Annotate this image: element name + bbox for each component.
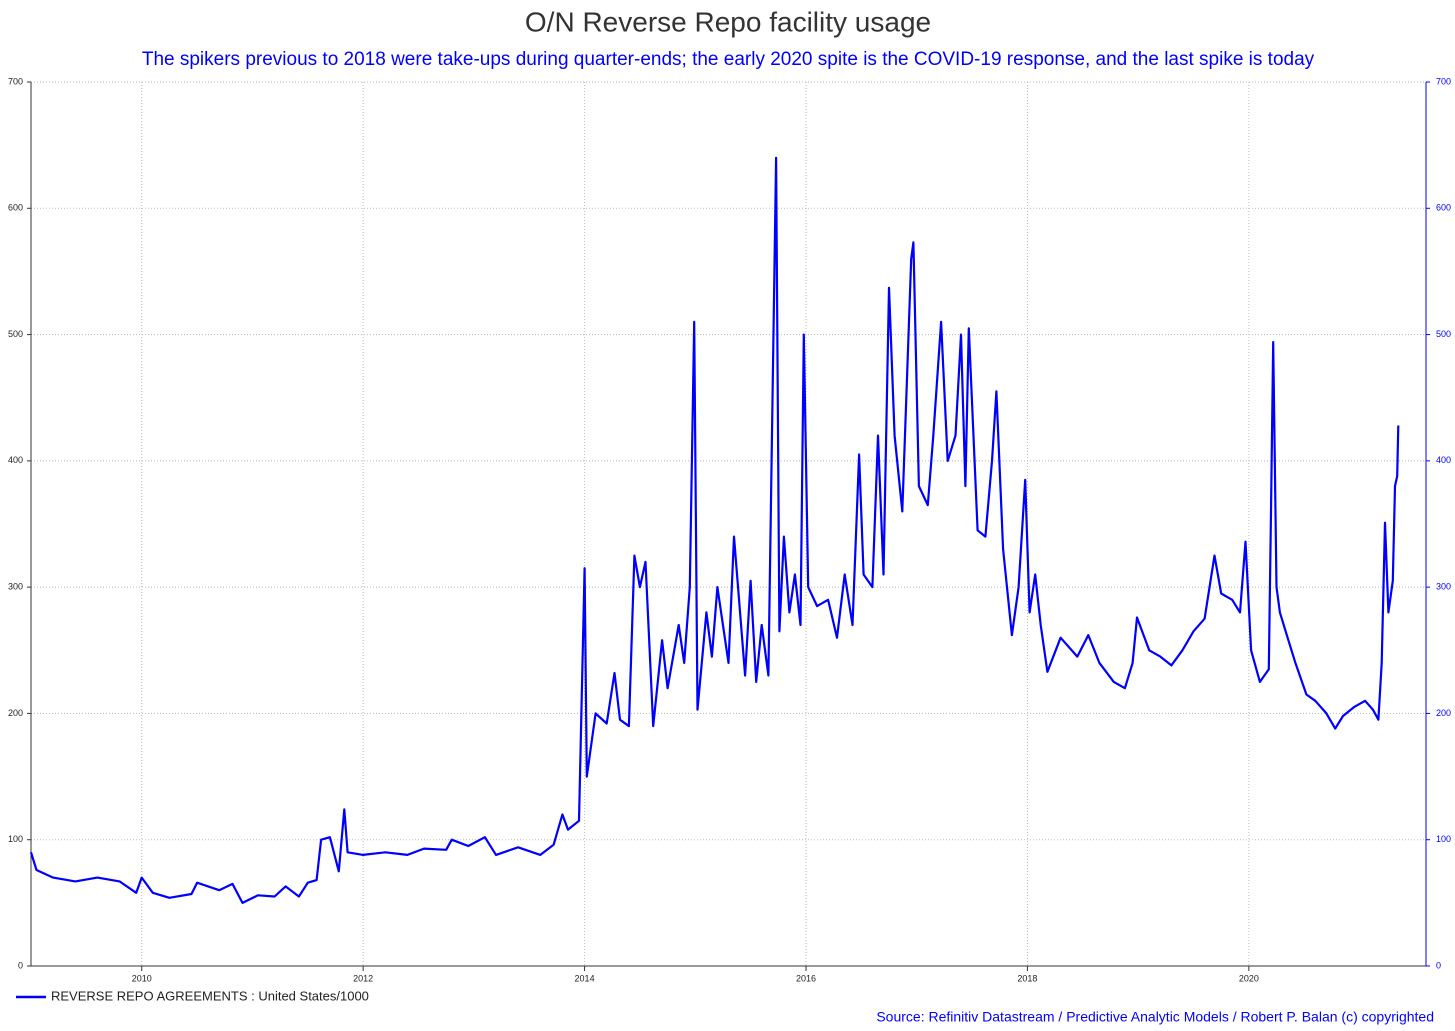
chart-subtitle: The spikers previous to 2018 were take-u…: [142, 49, 1315, 70]
y-tick-label: 700: [8, 76, 23, 86]
y2-tick-label: 500: [1436, 329, 1451, 339]
y-tick-label: 0: [18, 960, 23, 970]
y-tick-label: 400: [8, 455, 23, 465]
y-tick-label: 300: [8, 582, 23, 592]
x-tick-label: 2018: [1017, 973, 1037, 983]
x-tick-label: 2014: [575, 973, 595, 983]
x-tick-label: 2016: [796, 973, 816, 983]
y2-tick-label: 100: [1436, 834, 1451, 844]
y-tick-label: 100: [8, 834, 23, 844]
x-tick-label: 2020: [1239, 973, 1259, 983]
source-note: Source: Refinitiv Datastream / Predictiv…: [876, 1009, 1434, 1025]
x-tick-label: 2012: [353, 973, 373, 983]
y2-tick-label: 700: [1436, 76, 1451, 86]
legend-label: REVERSE REPO AGREEMENTS : United States/…: [51, 988, 369, 1003]
y2-tick-label: 200: [1436, 708, 1451, 718]
y2-tick-label: 400: [1436, 455, 1451, 465]
chart-title: O/N Reverse Repo facility usage: [525, 6, 931, 37]
y-tick-label: 500: [8, 329, 23, 339]
y2-tick-label: 600: [1436, 203, 1451, 213]
y-tick-label: 600: [8, 203, 23, 213]
data-line: [29, 156, 1400, 904]
y2-tick-label: 0: [1436, 960, 1441, 970]
x-tick-label: 2010: [132, 973, 152, 983]
y-tick-label: 200: [8, 708, 23, 718]
y2-tick-label: 300: [1436, 582, 1451, 592]
